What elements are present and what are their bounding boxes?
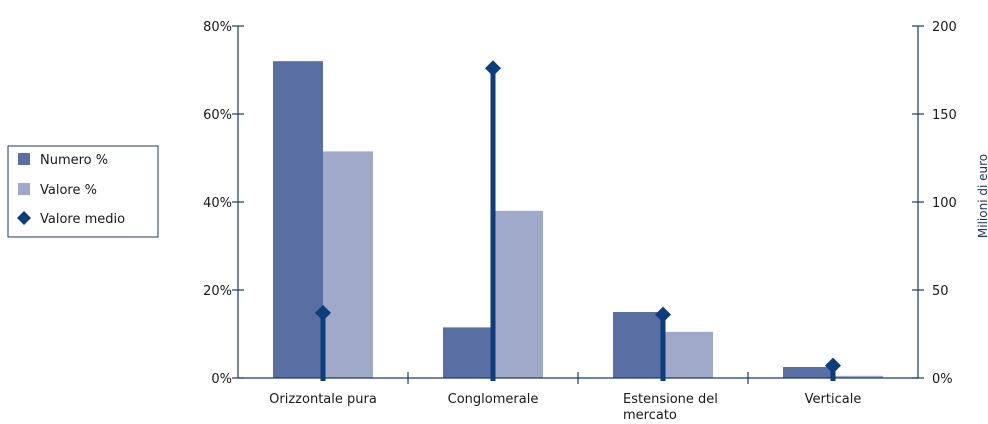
legend-diamond-icon [17,211,31,225]
left-tick-label-3: 60% [203,108,232,123]
right-tick-label-1: 50 [932,284,949,299]
left-tick-label-1: 20% [203,284,232,299]
lollipop-diamond-1 [485,60,501,77]
bar-valore-3 [833,375,883,378]
lollipop-diamond-3 [825,357,841,374]
bar-valore-0 [323,151,373,378]
right-axis-title: Milioni di euro [976,154,988,238]
legend-box [7,145,159,238]
x-category-label-2: Estensione del mercato [623,392,718,423]
left-tick-label-0: 0% [211,372,232,387]
x-category-label-0: Orizzontale pura [269,392,377,407]
bar-valore-2 [663,331,713,378]
bar-numero-3 [783,367,833,378]
left-tick-label-4: 80% [203,20,232,35]
legend-swatch-valore [18,183,30,195]
bar-numero-2 [613,312,663,378]
right-tick-label-3: 150 [932,108,957,123]
bar-numero-0 [273,61,323,378]
legend-label-valore-medio: Valore medio [40,212,125,227]
right-tick-label-2: 100 [932,196,957,211]
legend-label-valore: Valore % [40,183,97,198]
legend-label-numero: Numero % [40,153,108,168]
legend: Numero % Valore % Valore medio [7,145,159,238]
bar-valore-1 [493,210,543,378]
legend-swatch-numero [18,153,30,165]
lollipop-diamond-0 [315,304,331,321]
x-category-label-3: Verticale [805,392,862,407]
right-tick-label-0: 0% [932,372,953,387]
x-category-label-1: Conglomerale [448,392,539,407]
bar-numero-1 [443,327,493,378]
left-tick-label-2: 40% [203,196,232,211]
right-tick-label-4: 200 [932,20,957,35]
lollipop-diamond-2 [655,306,671,323]
